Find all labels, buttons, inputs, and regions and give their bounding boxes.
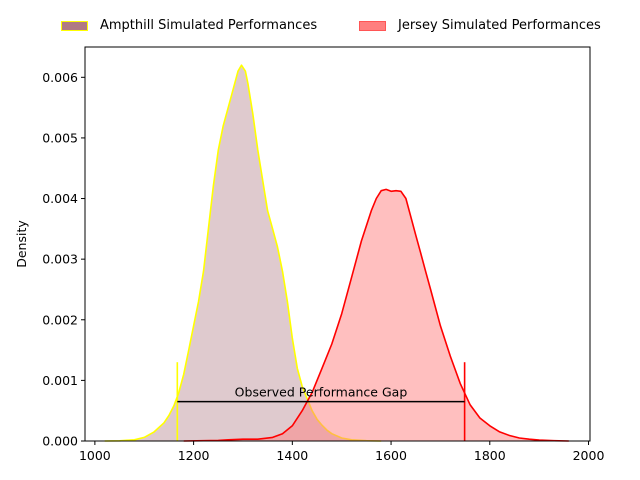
y-tick-label: 0.003	[42, 252, 78, 267]
x-tick-label: 1000	[79, 448, 111, 463]
legend-item-ampthill: Ampthill Simulated Performances	[61, 18, 317, 33]
density-area-ampthill	[104, 65, 382, 441]
x-tick-label: 1200	[178, 448, 210, 463]
plot-area: Observed Performance Gap	[104, 64, 569, 442]
y-tick-label: 0.002	[42, 312, 78, 327]
y-tick-label: 0.001	[42, 373, 78, 388]
y-tick-label: 0.000	[42, 434, 78, 449]
x-tick-label: 2000	[573, 448, 605, 463]
density-line-jersey	[183, 188, 569, 442]
y-tick-label: 0.005	[42, 130, 78, 145]
x-tick-label: 1600	[375, 448, 407, 463]
y-tick-label: 0.004	[42, 191, 78, 206]
legend-item-jersey: Jersey Simulated Performances	[359, 18, 601, 33]
legend-swatch-jersey	[359, 20, 386, 31]
axis-ticks: 1000 1200 1400 1600 1800 2000 0.000 0.001 0.002 0…	[42, 70, 604, 463]
density-area-jersey	[183, 189, 569, 441]
y-axis-label: Density	[14, 220, 29, 268]
legend: Ampthill Simulated Performances Jersey S…	[0, 18, 640, 38]
legend-label-jersey: Jersey Simulated Performances	[398, 18, 601, 33]
x-tick-label: 1800	[474, 448, 506, 463]
legend-swatch-ampthill	[61, 20, 88, 31]
axes-frame	[84, 46, 591, 442]
legend-label-ampthill: Ampthill Simulated Performances	[100, 18, 318, 33]
performance-gap-label: Observed Performance Gap	[235, 385, 408, 400]
y-tick-label: 0.006	[42, 70, 78, 85]
x-tick-label: 1400	[276, 448, 308, 463]
